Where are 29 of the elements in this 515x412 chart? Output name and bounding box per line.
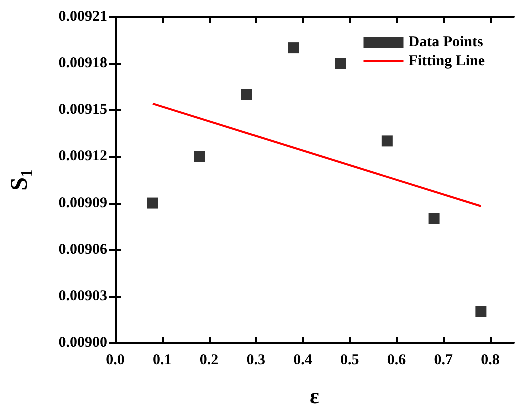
point xyxy=(476,306,487,318)
x-tick-label: 0.2 xyxy=(200,352,219,368)
x-tick-label: 0.3 xyxy=(246,352,266,368)
x-tick-label: 0.0 xyxy=(106,352,125,368)
x-tick-label: 0.5 xyxy=(340,352,360,368)
point xyxy=(194,151,206,162)
x-tick-label: 0.1 xyxy=(153,352,172,368)
y-tick-label: 0.00909 xyxy=(58,195,108,212)
y-tick-label: 0.00900 xyxy=(58,335,108,351)
point xyxy=(428,213,440,224)
x-tick-label: 0.4 xyxy=(294,352,313,368)
x-axis-title: ε xyxy=(310,384,320,408)
point xyxy=(382,136,393,147)
y-axis-title: S1 xyxy=(7,169,36,191)
y-tick-label: 0.00903 xyxy=(58,288,108,304)
y-tick-label: 0.00918 xyxy=(58,56,108,72)
x-tick-label: 0.6 xyxy=(387,352,407,368)
point xyxy=(148,198,159,209)
point xyxy=(288,42,300,54)
point xyxy=(335,58,346,70)
legend-label: Data Points xyxy=(408,34,484,50)
point xyxy=(241,89,252,100)
y-tick-label: 0.00912 xyxy=(58,148,108,165)
y-tick-label: 0.00915 xyxy=(58,102,108,118)
y-tick-label: 0.00921 xyxy=(58,9,108,25)
x-tick-label: 0.7 xyxy=(434,352,454,368)
legend-label: Fitting Line xyxy=(408,54,486,70)
y-tick-label: 0.00906 xyxy=(58,242,108,258)
x-tick-label: 0.8 xyxy=(481,352,500,368)
